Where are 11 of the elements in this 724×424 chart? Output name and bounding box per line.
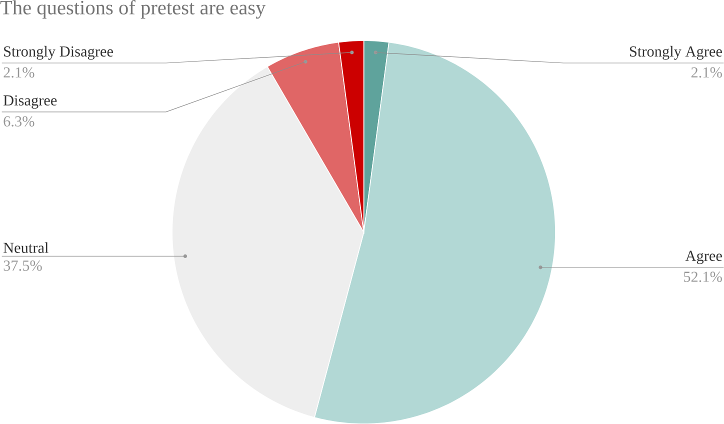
data-label: 2.1% <box>691 67 722 78</box>
data-label: 52.1% <box>684 271 722 282</box>
slice-label: Strongly Disagree <box>4 46 113 60</box>
chart-title: The questions of pretest are easy <box>0 0 266 19</box>
slice-label: Disagree <box>4 95 57 109</box>
data-label: 37.5% <box>4 260 42 271</box>
slice-label: Agree <box>685 250 722 264</box>
slice-label: Strongly Agree <box>630 46 722 60</box>
data-label: 6.3% <box>4 116 34 126</box>
slice-label: Neutral <box>4 242 48 253</box>
data-label: 2.1% <box>4 67 34 78</box>
